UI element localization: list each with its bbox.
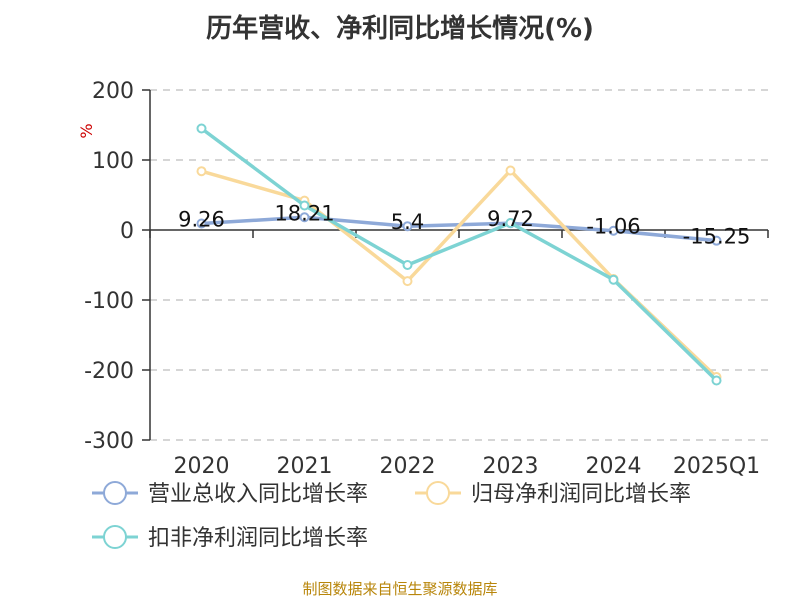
legend-marker bbox=[426, 481, 450, 505]
data-point bbox=[711, 375, 722, 386]
data-point bbox=[608, 225, 619, 236]
x-tick-label: 2022 bbox=[380, 454, 436, 479]
series-lines bbox=[196, 123, 722, 386]
legend-marker bbox=[103, 481, 127, 505]
data-point bbox=[196, 123, 207, 134]
data-label: 5.4 bbox=[391, 210, 424, 234]
legend-item-0: 营业总收入同比增长率 bbox=[92, 481, 368, 507]
y-tick-label: -100 bbox=[84, 289, 134, 314]
data-label: 9.72 bbox=[487, 207, 534, 231]
x-tick-label: 2020 bbox=[174, 454, 230, 479]
y-tick-label: 100 bbox=[92, 149, 134, 174]
data-label: 18.21 bbox=[274, 201, 334, 225]
legend-item-2: 扣非净利润同比增长率 bbox=[92, 525, 368, 551]
data-point bbox=[402, 221, 413, 232]
chart-title: 历年营收、净利同比增长情况(%) bbox=[206, 14, 594, 44]
data-point bbox=[608, 274, 619, 285]
data-source-note: 制图数据来自恒生聚源数据库 bbox=[302, 580, 498, 598]
x-tick-label: 2023 bbox=[483, 454, 539, 479]
legend-label: 营业总收入同比增长率 bbox=[148, 482, 368, 507]
y-tick-label: 0 bbox=[120, 219, 134, 244]
axes: 200 100 0 -100 -200 -300% 2020 2021 2022 2023 2024… bbox=[77, 79, 769, 479]
series-line-2 bbox=[200, 127, 718, 382]
legend-marker bbox=[103, 525, 127, 549]
data-labels: 9.26 18.21 5.4 9.72 -1.06 -15.25 bbox=[178, 201, 750, 248]
data-point bbox=[505, 218, 516, 228]
x-tick-label: 2024 bbox=[586, 454, 642, 479]
y-tick-label: 200 bbox=[92, 79, 134, 104]
data-point bbox=[196, 166, 207, 177]
data-label: -15.25 bbox=[683, 225, 751, 249]
legend-label: 扣非净利润同比增长率 bbox=[148, 526, 368, 551]
data-label: 9.26 bbox=[178, 208, 225, 232]
data-point bbox=[299, 200, 310, 211]
data-point bbox=[505, 165, 516, 176]
legend-label: 归母净利润同比增长率 bbox=[471, 482, 691, 507]
x-tick-label: 2025Q1 bbox=[673, 454, 760, 479]
y-tick-label: -200 bbox=[84, 359, 134, 384]
legend-item-1: 归母净利润同比增长率 bbox=[415, 481, 691, 507]
y-tick-label: -300 bbox=[84, 429, 134, 454]
data-point bbox=[299, 212, 310, 223]
data-point bbox=[711, 235, 722, 246]
data-label: -1.06 bbox=[586, 215, 640, 239]
grid-lines bbox=[150, 89, 768, 441]
data-point bbox=[196, 218, 207, 229]
data-point bbox=[402, 276, 413, 287]
data-point bbox=[402, 260, 413, 270]
y-axis-unit-label: % bbox=[77, 123, 96, 138]
x-tick-label: 2021 bbox=[277, 454, 333, 479]
